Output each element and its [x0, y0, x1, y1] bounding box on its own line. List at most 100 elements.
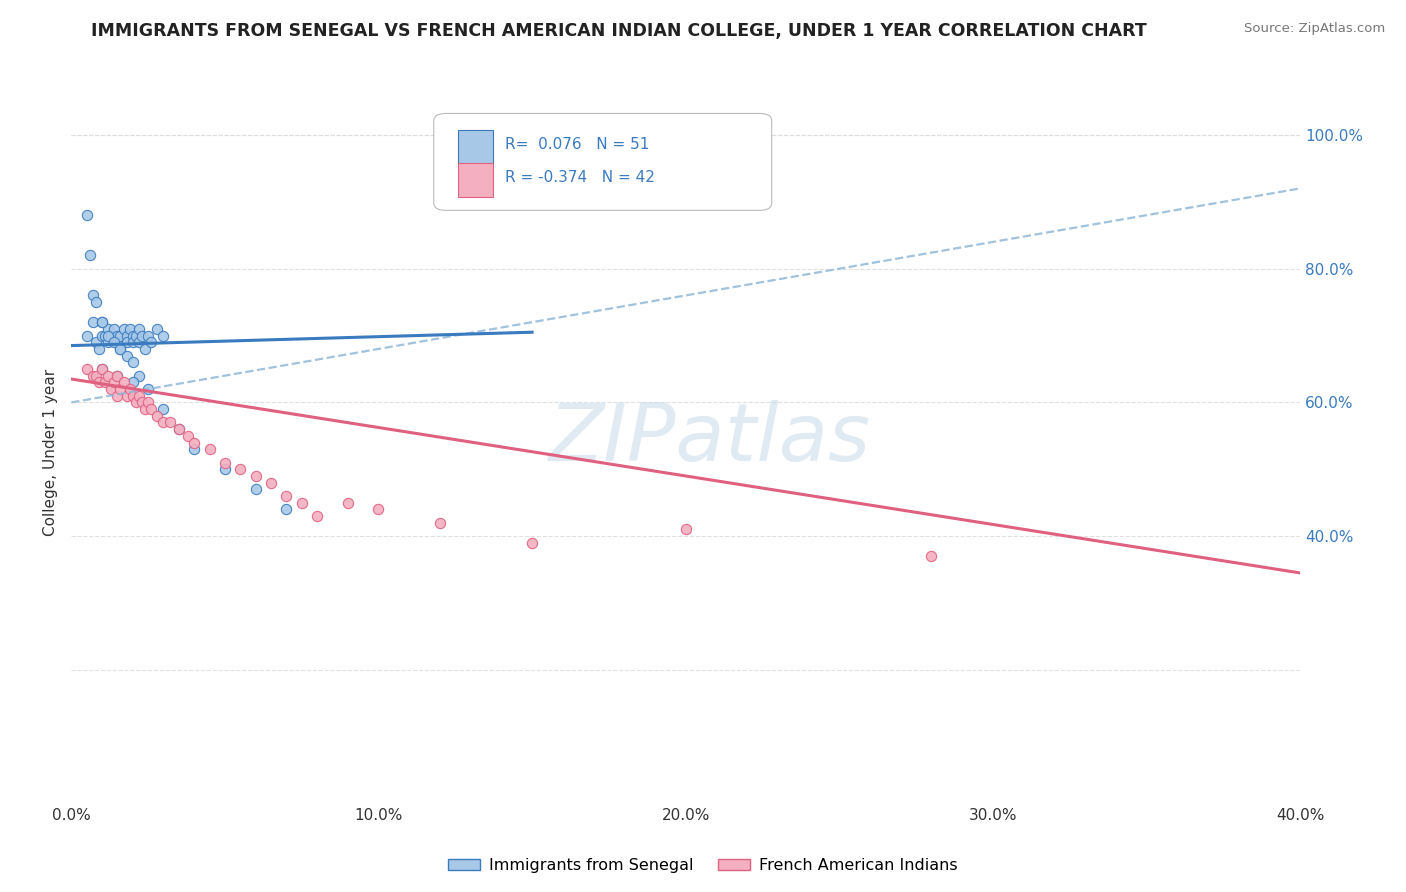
Point [131, 328, 153, 343]
Point [91, 315, 114, 329]
Y-axis label: College, Under 1 year: College, Under 1 year [44, 369, 58, 536]
Point [100, 328, 122, 343]
Point [229, 462, 252, 476]
Point [136, 382, 159, 396]
Point [336, 496, 359, 510]
Point [105, 368, 128, 383]
Point [110, 328, 132, 343]
Point [91, 362, 114, 376]
Point [87, 342, 110, 356]
Point [87, 376, 110, 390]
Point [141, 335, 163, 350]
Point [136, 328, 159, 343]
Point [103, 322, 125, 336]
Point [82, 315, 104, 329]
Point [84, 295, 107, 310]
Point [91, 362, 114, 376]
Point [177, 429, 200, 443]
FancyBboxPatch shape [458, 130, 492, 164]
Point [198, 442, 221, 457]
Point [76, 208, 98, 222]
Point [115, 328, 138, 343]
Text: R = -0.374   N = 42: R = -0.374 N = 42 [505, 169, 655, 185]
Point [105, 389, 128, 403]
Point [103, 335, 125, 350]
Point [82, 288, 104, 302]
Point [128, 389, 150, 403]
Point [245, 483, 267, 497]
Point [97, 335, 120, 350]
Point [105, 328, 128, 343]
Point [112, 376, 135, 390]
Point [183, 435, 205, 450]
Point [97, 322, 120, 336]
Text: IMMIGRANTS FROM SENEGAL VS FRENCH AMERICAN INDIAN COLLEGE, UNDER 1 YEAR CORRELAT: IMMIGRANTS FROM SENEGAL VS FRENCH AMERIC… [91, 22, 1146, 40]
Point [110, 382, 132, 396]
Point [84, 368, 107, 383]
Point [159, 416, 181, 430]
Text: R=  0.076   N = 51: R= 0.076 N = 51 [505, 136, 650, 152]
Point [520, 536, 543, 550]
Point [167, 422, 190, 436]
Point [214, 462, 236, 476]
Point [118, 322, 141, 336]
Point [118, 382, 141, 396]
Point [260, 475, 283, 490]
Point [245, 469, 267, 483]
FancyBboxPatch shape [458, 163, 492, 197]
Point [82, 368, 104, 383]
Point [134, 342, 156, 356]
Point [307, 509, 329, 524]
Point [76, 362, 98, 376]
Point [128, 322, 150, 336]
Point [675, 523, 697, 537]
Point [121, 335, 143, 350]
Point [276, 489, 298, 503]
Point [128, 335, 150, 350]
Point [91, 328, 114, 343]
Point [152, 402, 174, 417]
Point [128, 368, 150, 383]
Point [100, 382, 122, 396]
Point [136, 395, 159, 409]
Point [121, 376, 143, 390]
Point [115, 349, 138, 363]
Point [97, 328, 120, 343]
Point [110, 342, 132, 356]
Point [146, 322, 169, 336]
Point [152, 328, 174, 343]
Point [121, 389, 143, 403]
Point [291, 496, 314, 510]
Point [115, 335, 138, 350]
Point [76, 328, 98, 343]
Point [146, 409, 169, 423]
Point [105, 368, 128, 383]
Point [152, 416, 174, 430]
Legend: Immigrants from Senegal, French American Indians: Immigrants from Senegal, French American… [441, 852, 965, 880]
Point [79, 248, 101, 262]
Point [115, 389, 138, 403]
Point [214, 456, 236, 470]
Point [367, 502, 389, 516]
Point [103, 376, 125, 390]
Point [134, 402, 156, 417]
Point [920, 549, 942, 564]
Point [94, 376, 117, 390]
Text: Source: ZipAtlas.com: Source: ZipAtlas.com [1244, 22, 1385, 36]
Point [131, 395, 153, 409]
Point [105, 335, 128, 350]
Point [112, 322, 135, 336]
FancyBboxPatch shape [434, 113, 772, 211]
Point [121, 328, 143, 343]
Point [91, 315, 114, 329]
Point [94, 328, 117, 343]
Point [125, 328, 148, 343]
Point [97, 368, 120, 383]
Point [276, 502, 298, 516]
Text: ZIPatlas: ZIPatlas [550, 400, 872, 477]
Point [167, 422, 190, 436]
Point [183, 442, 205, 457]
Point [125, 395, 148, 409]
Point [121, 355, 143, 369]
Point [84, 335, 107, 350]
